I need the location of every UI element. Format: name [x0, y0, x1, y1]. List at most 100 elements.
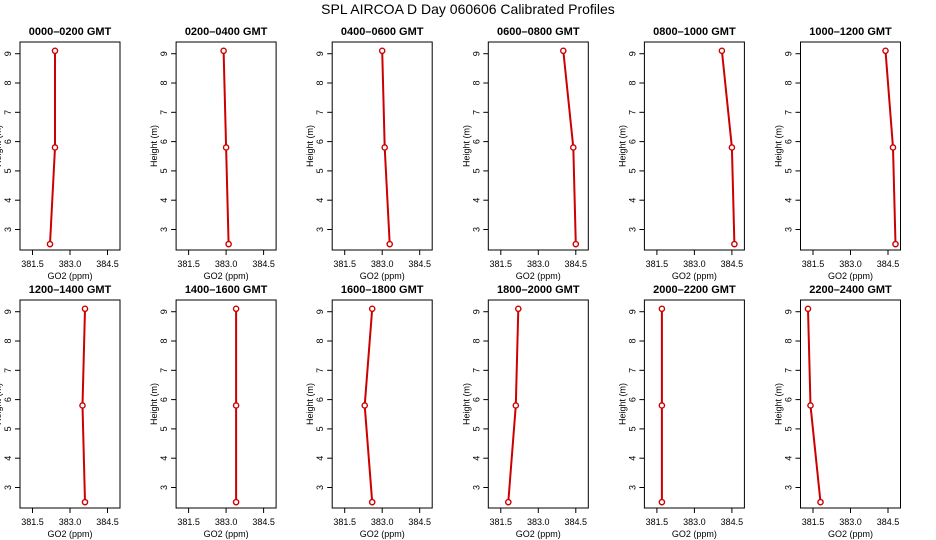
x-tick-label: 381.5 — [802, 517, 825, 527]
x-tick-label: 381.5 — [490, 517, 513, 527]
plot-frame — [19, 299, 121, 509]
x-tick-label: 383.0 — [371, 259, 394, 269]
data-point — [386, 240, 394, 248]
y-tick-label: 3 — [627, 227, 637, 232]
x-axis-label: GO2 (ppm) — [47, 271, 92, 281]
panel-title: 0600–0800 GMT — [497, 26, 580, 38]
y-tick-label: 7 — [159, 110, 169, 115]
x-tick-label: 383.0 — [527, 517, 550, 527]
x-axis-label: GO2 (ppm) — [672, 271, 717, 281]
y-tick-label: 6 — [3, 397, 13, 402]
x-tick-label: 384.5 — [877, 259, 900, 269]
panel-title: 0000–0200 GMT — [29, 26, 112, 38]
y-tick-label: 3 — [3, 485, 13, 490]
y-tick-label: 5 — [784, 168, 794, 173]
panel-title: 1400–1600 GMT — [185, 284, 268, 296]
y-tick-label: 8 — [627, 81, 637, 86]
panel-title: 0800–1000 GMT — [653, 26, 736, 38]
y-tick-label: 4 — [627, 198, 637, 203]
y-tick-label: 7 — [627, 368, 637, 373]
data-point — [361, 402, 369, 409]
y-tick-label: 5 — [315, 426, 325, 431]
data-point — [51, 47, 59, 55]
data-point — [220, 47, 227, 55]
y-tick-label: 9 — [471, 51, 481, 56]
y-tick-label: 3 — [471, 485, 481, 490]
y-tick-label: 4 — [315, 456, 325, 461]
y-tick-label: 4 — [315, 198, 325, 203]
y-tick-label: 6 — [627, 397, 637, 402]
y-axis-label: Height (m) — [0, 125, 3, 167]
y-tick-label: 8 — [627, 339, 637, 344]
y-tick-label: 6 — [471, 397, 481, 402]
panel-title: 2200–2400 GMT — [809, 284, 892, 296]
y-tick-label: 8 — [315, 339, 325, 344]
x-axis-label: GO2 (ppm) — [204, 271, 249, 281]
y-axis-label: Height (m) — [461, 125, 471, 167]
y-axis-label: Height (m) — [149, 383, 159, 425]
x-tick-label: 383.0 — [683, 517, 706, 527]
data-point — [512, 402, 520, 409]
y-tick-label: 3 — [159, 227, 169, 232]
x-tick-label: 383.0 — [839, 259, 862, 269]
y-axis-label: Height (m) — [0, 383, 3, 425]
data-point — [79, 402, 86, 409]
y-tick-label: 6 — [784, 139, 794, 144]
x-tick-label: 381.5 — [646, 517, 669, 527]
y-axis-label: Height (m) — [461, 383, 471, 425]
x-tick-label: 381.5 — [802, 259, 825, 269]
x-tick-label: 384.5 — [565, 259, 588, 269]
y-tick-label: 6 — [471, 139, 481, 144]
x-tick-label: 383.0 — [215, 259, 238, 269]
x-tick-label: 381.5 — [21, 517, 44, 527]
data-point — [368, 305, 376, 313]
data-point — [804, 305, 812, 313]
data-point — [572, 240, 580, 248]
data-point — [570, 144, 577, 151]
x-tick-label: 381.5 — [177, 259, 200, 269]
y-tick-label: 9 — [315, 309, 325, 314]
y-tick-label: 7 — [471, 368, 481, 373]
y-tick-label: 7 — [315, 368, 325, 373]
data-point — [731, 240, 738, 248]
y-tick-label: 7 — [3, 110, 13, 115]
panel-title: 0200–0400 GMT — [185, 26, 268, 38]
y-tick-label: 8 — [784, 339, 794, 344]
y-tick-label: 6 — [159, 139, 169, 144]
x-tick-label: 383.0 — [59, 517, 82, 527]
y-tick-label: 9 — [315, 51, 325, 56]
x-tick-label: 384.5 — [565, 517, 588, 527]
y-tick-label: 5 — [3, 168, 13, 173]
y-tick-label: 3 — [784, 485, 794, 490]
y-tick-label: 4 — [471, 198, 481, 203]
x-tick-label: 381.5 — [490, 259, 513, 269]
y-tick-label: 5 — [471, 168, 481, 173]
y-tick-label: 5 — [784, 426, 794, 431]
y-tick-label: 8 — [159, 81, 169, 86]
y-tick-label: 6 — [315, 139, 325, 144]
y-tick-label: 4 — [159, 198, 169, 203]
y-tick-label: 4 — [3, 456, 13, 461]
data-point — [368, 498, 376, 506]
y-tick-label: 9 — [3, 309, 13, 314]
y-tick-label: 5 — [159, 426, 169, 431]
panel-title: 1000–1200 GMT — [809, 26, 892, 38]
data-point — [225, 240, 232, 248]
y-tick-label: 9 — [3, 51, 13, 56]
y-tick-label: 6 — [159, 397, 169, 402]
y-tick-label: 7 — [471, 110, 481, 115]
plot-frame — [800, 41, 901, 251]
y-tick-label: 4 — [784, 456, 794, 461]
y-tick-label: 5 — [627, 426, 637, 431]
x-tick-label: 384.5 — [408, 517, 431, 527]
y-tick-label: 4 — [3, 198, 13, 203]
data-point — [728, 144, 736, 151]
y-tick-label: 4 — [159, 456, 169, 461]
y-tick-label: 3 — [315, 485, 325, 490]
plot-frame — [19, 41, 121, 251]
y-tick-label: 9 — [627, 51, 637, 56]
data-point — [515, 305, 522, 313]
panel-title: 0400–0600 GMT — [341, 26, 424, 38]
x-tick-label: 381.5 — [333, 517, 356, 527]
